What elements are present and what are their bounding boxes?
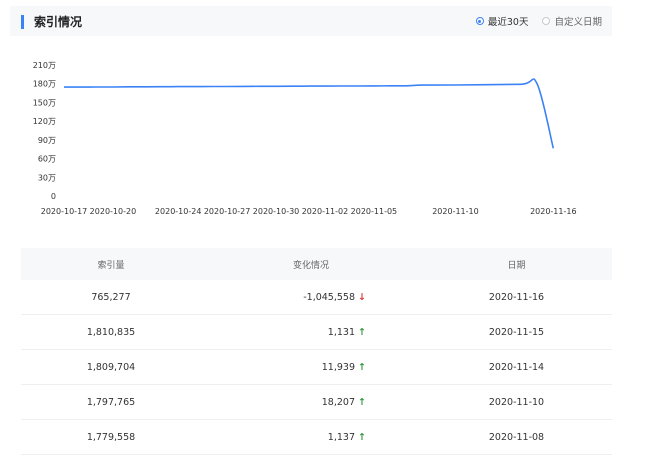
y-tick-label: 90万 xyxy=(38,136,56,145)
section-title: 索引情况 xyxy=(34,15,83,29)
y-tick-label: 0 xyxy=(51,192,56,201)
x-tick-label: 2020-10-27 xyxy=(204,207,251,216)
header-date: 日期 xyxy=(507,260,526,271)
cell-date: 2020-11-08 xyxy=(488,431,545,443)
cell-index-count: 1,779,558 xyxy=(86,431,136,443)
radio-unchecked-icon xyxy=(542,17,551,25)
y-tick-label: 120万 xyxy=(33,117,56,126)
header-change: 变化情况 xyxy=(292,260,329,271)
cell-change: 11,939 ↑ xyxy=(201,362,421,373)
cell-change: 1,131 ↑ xyxy=(201,327,421,338)
table-body: 765,277 -1,045,558 ↓ 2020-11-16 1,810,835 1,1… xyxy=(21,280,612,455)
x-tick-label: 2020-10-30 xyxy=(253,207,300,216)
cell-change: -1,045,558 ↓ xyxy=(201,292,421,303)
change-value: 1,137 xyxy=(327,431,355,443)
cell-date: 2020-11-15 xyxy=(488,326,545,338)
cell-change: 1,137 ↑ xyxy=(201,432,421,443)
table-row: 1,810,835 1,131 ↑ 2020-11-15 xyxy=(21,315,612,350)
radio-custom-date-label: 自定义日期 xyxy=(554,17,602,28)
cell-date: 2020-11-14 xyxy=(488,361,545,373)
table-header: 索引量 变化情况 日期 xyxy=(21,248,612,280)
index-table: 索引量 变化情况 日期 765,277 -1,045,558 ↓ 2020-11-16… xyxy=(21,248,612,455)
cell-index-count: 1,810,835 xyxy=(86,326,136,338)
x-tick-label: 2020-10-20 xyxy=(90,207,137,216)
cell-index-count: 1,809,704 xyxy=(86,361,136,373)
x-tick-label: 2020-11-02 xyxy=(302,207,349,216)
arrow-down-icon: ↓ xyxy=(358,291,366,303)
x-tick-label: 2020-11-10 xyxy=(432,207,479,216)
change-value: 11,939 xyxy=(321,361,355,373)
change-value: 18,207 xyxy=(321,396,355,408)
table-row: 765,277 -1,045,558 ↓ 2020-11-16 xyxy=(21,280,612,315)
x-tick-label: 2020-11-16 xyxy=(530,207,577,216)
cell-index-count: 1,797,765 xyxy=(86,396,136,408)
y-tick-label: 150万 xyxy=(33,98,56,107)
x-tick-label: 2020-10-17 xyxy=(41,207,88,216)
cell-change: 18,207 ↑ xyxy=(201,397,421,408)
arrow-up-icon: ↑ xyxy=(358,396,366,408)
header-index-count: 索引量 xyxy=(97,260,125,271)
table-row: 1,809,704 11,939 ↑ 2020-11-14 xyxy=(21,350,612,385)
date-range-selector: 最近30天 自定义日期 xyxy=(475,14,602,28)
x-tick-label: 2020-10-24 xyxy=(155,207,202,216)
x-tick-label: 2020-11-05 xyxy=(351,207,398,216)
radio-last-30-days[interactable]: 最近30天 xyxy=(475,14,529,28)
radio-last-30-days-label: 最近30天 xyxy=(487,17,529,28)
arrow-up-icon: ↑ xyxy=(358,431,366,443)
y-tick-label: 30万 xyxy=(38,173,56,182)
cell-index-count: 765,277 xyxy=(91,291,131,303)
arrow-up-icon: ↑ xyxy=(358,361,366,373)
y-tick-label: 60万 xyxy=(38,155,56,164)
change-value: -1,045,558 xyxy=(303,291,355,303)
arrow-up-icon: ↑ xyxy=(358,326,366,338)
title-accent-bar xyxy=(21,15,24,29)
cell-date: 2020-11-16 xyxy=(488,291,545,303)
table-row: 1,797,765 18,207 ↑ 2020-11-10 xyxy=(21,385,612,420)
section-header: 索引情况 最近30天 自定义日期 xyxy=(10,6,612,36)
radio-custom-date[interactable]: 自定义日期 xyxy=(542,14,602,28)
change-value: 1,131 xyxy=(327,326,355,338)
y-tick-label: 180万 xyxy=(33,80,56,89)
cell-date: 2020-11-10 xyxy=(488,396,545,408)
radio-checked-icon xyxy=(475,17,484,25)
series-line xyxy=(64,78,555,149)
y-tick-label: 210万 xyxy=(33,61,56,70)
